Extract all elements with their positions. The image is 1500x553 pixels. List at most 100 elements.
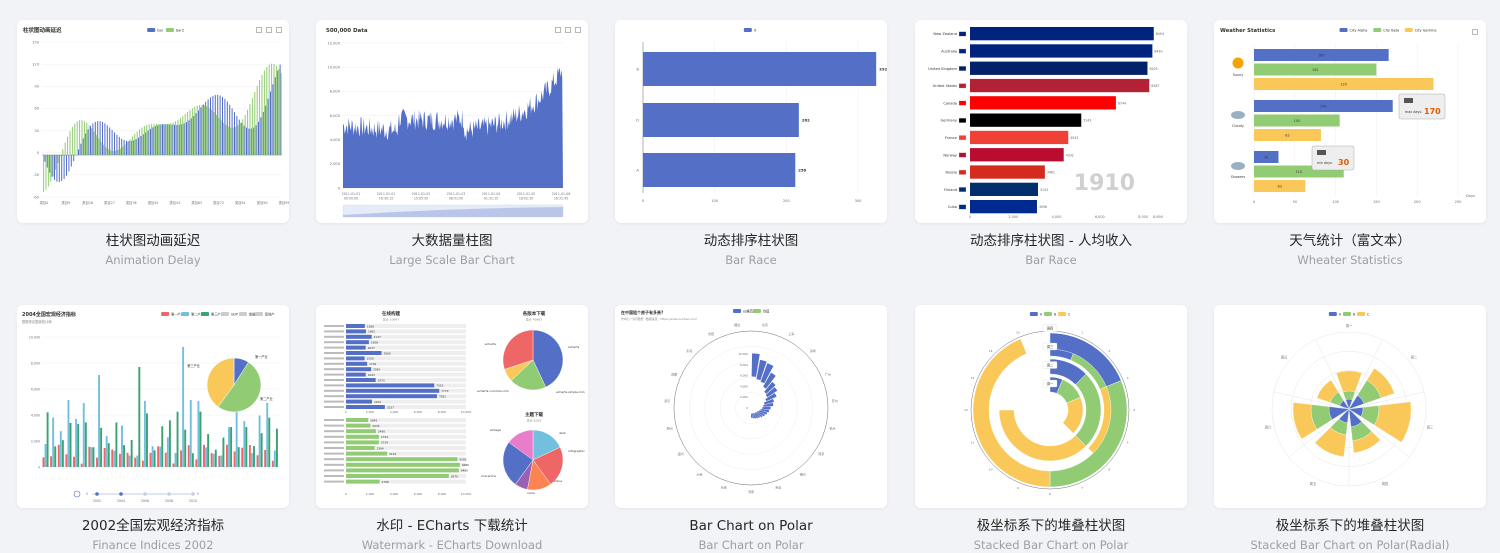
bar [121,138,123,155]
example-card-bar-polar[interactable]: 在中国租个房子有多贵? 市中心一室月租费（数据来源：https://www.num… [615,305,887,552]
example-card-large-scale-bar[interactable]: 500,000 Data 12,000 10,000 8,000 6,000 4,000 2… [316,20,588,267]
bar [78,149,80,155]
bar [212,95,214,155]
bar [113,450,116,467]
card-title[interactable]: 天气统计（富文本） [1289,233,1411,249]
thumbnail-stacked-polar-radial[interactable]: A B C 周一 周二 周三 周四 周五 周六 周日 [1214,305,1486,508]
example-card-bar-race-income[interactable]: 1910 New Zealand 8494 Australia 8430 United K… [915,20,1187,267]
bar [57,155,59,164]
bar-background [346,399,466,404]
card-title[interactable]: Bar Chart on Polar [689,518,813,534]
card-title[interactable]: 动态排序柱状图 [703,233,799,249]
bar [266,402,269,467]
example-card-animation-delay[interactable]: 柱状图动画延迟 bar bar2 150 120 90 60 30 0 -30 -60 类目0 类目9 类… [17,20,289,267]
radius-label-bg [1042,379,1058,388]
chart-preview: 在中国租个房子有多贵? 市中心一室月租费（数据来源：https://www.num… [621,309,838,494]
thumbnail-stacked-polar[interactable]: ABC0123456789101112131415周一周二周三周四 [915,305,1187,508]
card-title[interactable]: 2002全国宏观经济指标 [81,518,225,534]
card-title[interactable]: 动态排序柱状图 - 人均收入 [970,233,1132,249]
example-card-bar-race[interactable]: X 0 100 200 300 B 392 D 262 A 256 动态排序柱状图 Bar Race [615,20,887,267]
legend-label: 第三产业 [211,312,224,317]
polar-spoke [1348,339,1383,410]
bar [249,104,251,155]
chart-label: 0 [746,406,748,410]
chart-label: dark [559,431,566,435]
bar [264,449,267,467]
thumbnail-large-scale-bar[interactable]: 500,000 Data 12,000 10,000 8,000 6,000 4,000 2… [316,20,588,223]
bar [207,434,210,467]
bar-background [346,378,466,382]
bar [191,108,193,155]
card-title[interactable]: 柱状图动画延迟 [105,233,201,249]
bar [258,415,261,467]
bar [279,64,281,155]
chart-label: 16:31:45 [554,197,568,201]
chart-label: 0 [969,215,971,219]
chart-label: 类目27 [104,200,115,205]
data-label: 170 [1320,104,1326,108]
chart-label: 6744 [1118,101,1126,105]
legend-label: 房地产 [265,312,275,317]
bar [1254,49,1389,61]
thumbnail-bar-race-income[interactable]: 1910 New Zealand 8494 Australia 8430 United K… [915,20,1187,223]
bar-background [346,418,466,422]
chart-label: 大连 [696,471,702,476]
card-title[interactable]: 大数据量柱图 [411,233,493,249]
thumbnail-bar-race[interactable]: X 0 100 200 300 B 392 D 262 A 256 [615,20,887,223]
chart-title: 2004全国宏观经济指标 [22,311,76,318]
bar [234,112,236,155]
chart-label: 类目0 [40,200,49,205]
bar [346,378,376,382]
bar [167,123,169,155]
chart-label: 4 [1133,408,1135,412]
thumbnail-bar-polar[interactable]: 在中国租个房子有多贵? 市中心一室月租费（数据来源：https://www.num… [615,305,887,508]
bar [127,141,129,155]
card-title[interactable]: 极坐标系下的堆叠柱状图 [976,518,1126,534]
polar-bar [762,406,771,410]
card-title[interactable]: 极坐标系下的堆叠柱状图 [1275,518,1425,534]
bar [67,399,70,467]
bar [74,123,76,155]
chart-label: 2011-01-04 [482,192,501,196]
category-label [324,419,344,421]
bar [140,136,142,155]
example-card-stacked-polar-radial[interactable]: A B C 周一 周二 周三 周四 周五 周六 周日 极坐标系下的堆叠柱状图 Stacked Ba… [1214,305,1486,552]
bar [238,119,240,155]
chart-label: 东莞 [686,348,692,353]
thumbnail-watermark[interactable]: 在线构建 总计 10997 各版本下载 总计 43663 主题下载 总计 8335 1568… [316,305,588,508]
bar [109,127,111,155]
chart-label: Sunny [1233,73,1244,77]
category-label [324,389,344,392]
restore-icon [565,27,571,33]
thumbnail-animation-delay[interactable]: 柱状图动画延迟 bar bar2 150 120 90 60 30 0 -30 -60 类目0 类目9 类… [17,20,289,223]
bar [96,457,98,467]
bar [157,125,159,155]
card-title[interactable]: 水印 - ECharts 下载统计 [376,518,528,534]
chart-label: 成都 [671,371,677,376]
legend-label: C [1367,313,1370,317]
bar [73,155,75,162]
chart-label: New Zealand [933,32,957,36]
example-card-watermark[interactable]: 在线构建 总计 10997 各版本下载 总计 43663 主题下载 总计 8335 1568… [316,305,588,552]
chart-label: 0 [345,492,347,496]
polar-bar [765,393,777,402]
bar [235,126,237,155]
example-card-finance-indices[interactable]: 2004全国宏观经济指标 数据来自国家统计局 第一产业 第二产业 第三产业 GDP 金融 房地… [17,305,289,552]
chart-label: 2011-01-01 [377,192,396,196]
chart-label: 10,000 [461,410,472,414]
bar [261,74,263,155]
thumbnail-weather-statistics[interactable]: Weather Statistics City Alpha City Beta Cit… [1214,20,1486,223]
legend-swatch [752,309,761,313]
bar [271,63,273,155]
category-label [324,335,344,338]
bar [94,121,96,155]
bar [103,447,106,467]
bar [98,375,100,467]
example-card-weather-statistics[interactable]: Weather Statistics City Alpha City Beta Cit… [1214,20,1486,267]
bar [196,105,198,155]
chart-label: 08:01:00 [449,197,463,201]
example-card-stacked-polar[interactable]: ABC0123456789101112131415周一周二周三周四 极坐标系下的… [915,305,1187,552]
bar [236,115,238,155]
bar [250,128,252,155]
thumbnail-finance-indices[interactable]: 2004全国宏观经济指标 数据来自国家统计局 第一产业 第二产业 第三产业 GDP 金融 房地… [17,305,289,508]
